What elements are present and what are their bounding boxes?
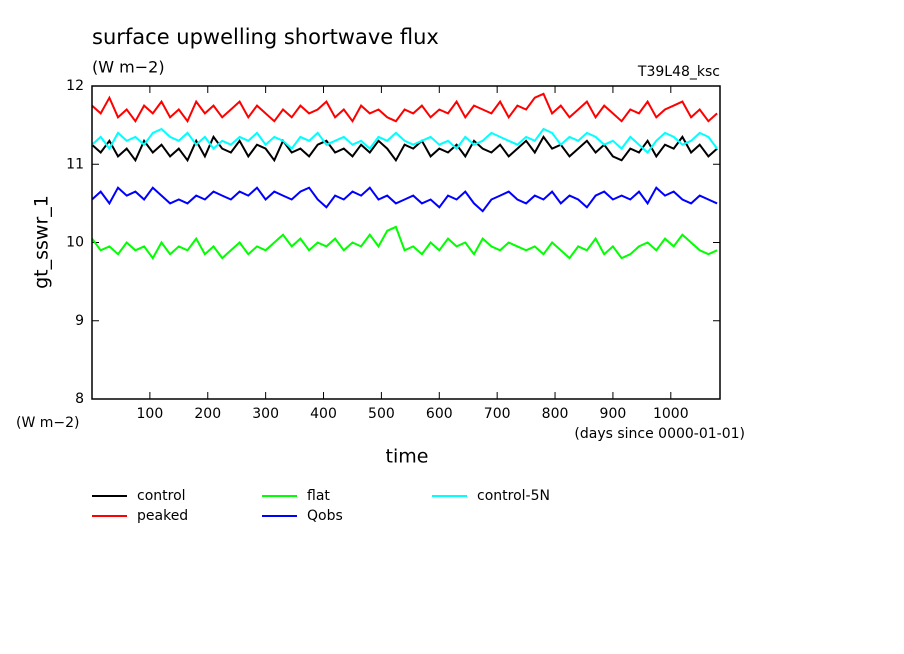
- series-line: [91, 134, 718, 163]
- y-tick-label: 12: [66, 78, 84, 94]
- x-tick-label: 400: [310, 406, 337, 422]
- plot-frame: [91, 85, 721, 400]
- x-axis-unit: (days since 0000-01-01): [574, 426, 745, 442]
- y-tick-label: 11: [66, 156, 84, 172]
- legend-label: flat: [307, 488, 330, 504]
- y-axis-label: gt_sswr_1: [31, 195, 53, 289]
- series-line: [91, 92, 718, 124]
- x-tick-label: 1000: [653, 406, 689, 422]
- x-axis-label: time: [386, 446, 429, 468]
- legend-label: control-5N: [477, 488, 550, 504]
- y-tick-label: 10: [66, 235, 84, 251]
- legend-label: control: [137, 488, 186, 504]
- y-tick-label: 8: [75, 391, 84, 407]
- x-tick-label: 200: [194, 406, 221, 422]
- chart-subtitle: (W m−2): [92, 58, 165, 77]
- x-tick-label: 600: [426, 406, 453, 422]
- x-tick-label: 500: [368, 406, 395, 422]
- x-tick-label: 700: [484, 406, 511, 422]
- x-tick-label: 800: [542, 406, 569, 422]
- x-tick-label: 900: [600, 406, 627, 422]
- legend-label: Qobs: [307, 508, 343, 524]
- y-axis-unit: (W m−2): [16, 415, 80, 431]
- series-line: [91, 186, 718, 213]
- series-line: [91, 127, 718, 154]
- annotation: T39L48_ksc: [637, 64, 720, 80]
- y-tick-label: 9: [75, 313, 84, 329]
- x-tick-label: 300: [252, 406, 279, 422]
- series-line: [91, 225, 718, 260]
- legend-label: peaked: [137, 508, 188, 524]
- chart-title: surface upwelling shortwave flux: [92, 25, 439, 49]
- x-tick-label: 100: [137, 406, 164, 422]
